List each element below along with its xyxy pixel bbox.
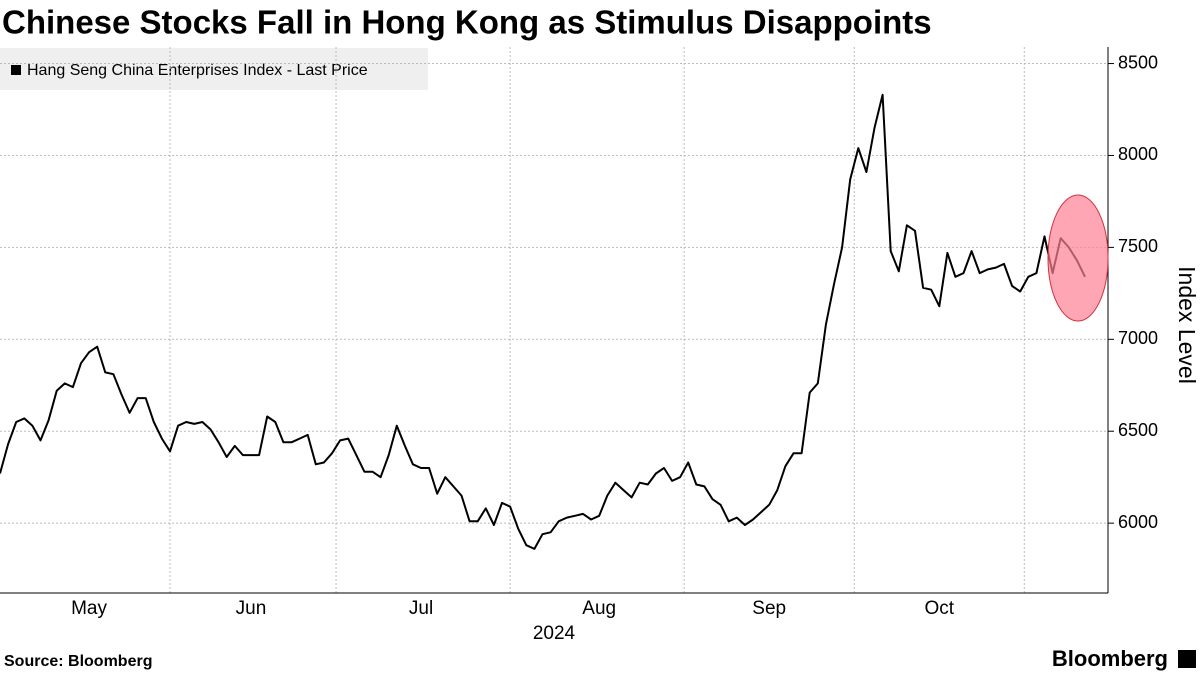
x-tick-label: Aug: [582, 598, 616, 619]
price-line: [0, 93, 1086, 550]
brand: Bloomberg: [1052, 646, 1168, 671]
brand-icon: [1178, 650, 1196, 668]
chart-title: Chinese Stocks Fall in Hong Kong as Stim…: [2, 4, 932, 41]
y-tick-label: 7500: [1118, 236, 1158, 256]
legend-label: Hang Seng China Enterprises Index - Last…: [27, 62, 368, 79]
x-tick-label: Sep: [752, 598, 786, 619]
x-axis-label: 2024: [533, 623, 576, 644]
legend-box: [0, 48, 428, 90]
y-tick-label: 8000: [1118, 144, 1158, 164]
y-tick-label: 8500: [1118, 52, 1158, 72]
y-tick-label: 6500: [1118, 420, 1158, 440]
x-tick-label: Jun: [236, 598, 267, 619]
x-tick-label: May: [71, 598, 107, 619]
y-axis-label: Index Level: [1174, 266, 1200, 384]
y-tick-label: 6000: [1118, 512, 1158, 532]
y-tick-label: 7000: [1118, 328, 1158, 348]
plot: 6000 6500 7000 7500 8000 8500 May Jun Jul Aug Sep O…: [0, 47, 1158, 619]
x-tick-label: Oct: [924, 598, 954, 619]
x-tick-label: Jul: [409, 598, 433, 619]
legend-swatch: [11, 65, 21, 75]
source: Source: Bloomberg: [4, 653, 152, 670]
highlight-circle: [1047, 194, 1109, 322]
